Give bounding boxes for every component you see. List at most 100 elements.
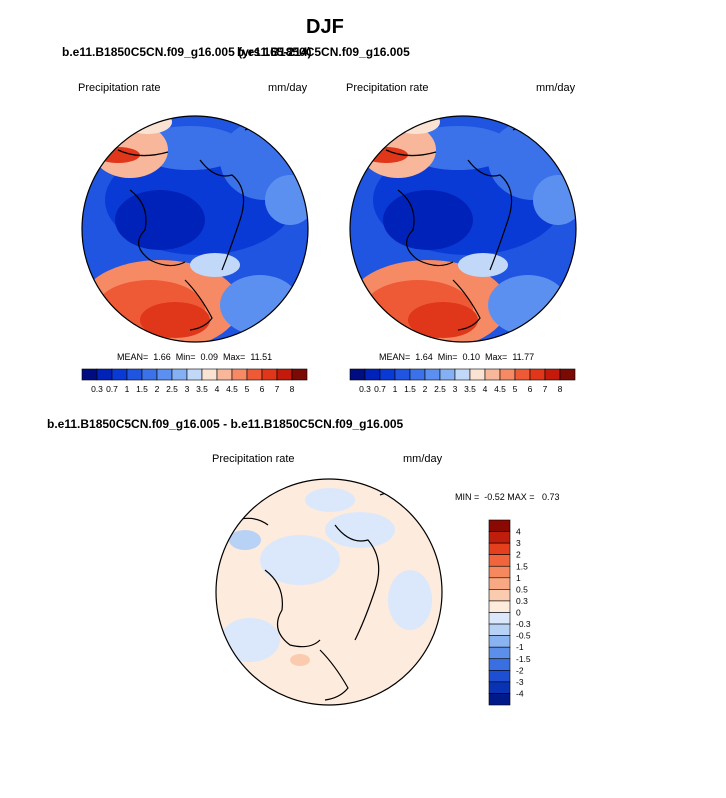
colorbar-box <box>488 589 511 602</box>
colorbar-box <box>216 368 233 381</box>
colorbar-tick-label: 0.3 <box>91 384 103 394</box>
colorbar-tick-label: 6 <box>260 384 265 394</box>
colorbar-box <box>379 368 396 381</box>
panel3-colorbar: 43 21.5 10.5 0.3 0-0.3 -0.5-1 -1.5-2 -3-4 <box>488 519 531 706</box>
colorbar-tick-label: 8 <box>558 384 563 394</box>
colorbar-box <box>488 693 511 706</box>
colorbar-box <box>488 670 511 683</box>
colorbar-box <box>514 368 531 381</box>
colorbar-box <box>529 368 546 381</box>
colorbar-tick-label: -1.5 <box>516 654 531 664</box>
colorbar-tick-label: 2.5 <box>166 384 178 394</box>
colorbar-box <box>488 542 511 555</box>
colorbar-box <box>171 368 188 381</box>
colorbar-tick-label: 2.5 <box>434 384 446 394</box>
colorbar-box <box>488 612 511 625</box>
colorbar-box <box>488 600 511 613</box>
panel1-stats: MEAN= 1.66 Min= 0.09 Max= 11.51 <box>117 352 273 362</box>
panel2-units-label: mm/day <box>536 82 576 94</box>
colorbar-tick-label: 0.5 <box>516 584 528 594</box>
colorbar-box <box>231 368 248 381</box>
colorbar-box <box>141 368 158 381</box>
colorbar-tick-label: -0.3 <box>516 619 531 629</box>
colorbar-tick-label: 0.7 <box>106 384 118 394</box>
colorbar-tick-label: 1.5 <box>516 561 528 571</box>
colorbar-tick-label: 7 <box>275 384 280 394</box>
colorbar-tick-label: 3 <box>453 384 458 394</box>
colorbar-box <box>424 368 441 381</box>
colorbar-tick-label: 1 <box>125 384 130 394</box>
colorbar-tick-label: 1 <box>393 384 398 394</box>
colorbar-tick-label: 6 <box>528 384 533 394</box>
colorbar-box <box>488 554 511 567</box>
panel1-units-label: mm/day <box>268 82 308 94</box>
colorbar-tick-label: 3 <box>185 384 190 394</box>
colorbar-box <box>364 368 381 381</box>
colorbar-tick-label: 5 <box>245 384 250 394</box>
colorbar-tick-label: 2 <box>155 384 160 394</box>
colorbar-box <box>484 368 501 381</box>
colorbar-tick-label: 0.3 <box>359 384 371 394</box>
colorbar-box <box>276 368 293 381</box>
colorbar-tick-label: 4 <box>516 527 521 537</box>
colorbar-box <box>488 519 511 532</box>
panel2-variable-label: Precipitation rate <box>346 82 429 94</box>
colorbar-tick-label: 4 <box>483 384 488 394</box>
panel1-map <box>81 115 309 343</box>
colorbar-tick-label: -0.5 <box>516 631 531 641</box>
colorbar-box <box>394 368 411 381</box>
colorbar-tick-label: -4 <box>516 688 524 698</box>
panel1-title: b.e11.B1850C5CN.f09_g16.005 (yrs 165-214… <box>62 45 312 59</box>
colorbar-box <box>291 368 308 381</box>
colorbar-box <box>126 368 143 381</box>
colorbar-box <box>488 681 511 694</box>
panel2-map <box>349 115 577 343</box>
panel2-colorbar: 0.3 0.7 1 1.5 2 2.5 3 3.5 4 4.5 5 6 7 8 <box>349 368 576 394</box>
colorbar-tick-label: 4.5 <box>494 384 506 394</box>
colorbar-box <box>439 368 456 381</box>
colorbar-box <box>488 577 511 590</box>
panel3-units-label: mm/day <box>403 453 443 465</box>
colorbar-tick-label: 0.3 <box>516 596 528 606</box>
colorbar-box <box>81 368 98 381</box>
page-title: DJF <box>306 16 344 38</box>
colorbar-tick-label: 4.5 <box>226 384 238 394</box>
colorbar-tick-label: 0 <box>516 608 521 618</box>
colorbar-box <box>469 368 486 381</box>
colorbar-box <box>559 368 576 381</box>
colorbar-box <box>488 531 511 544</box>
colorbar-tick-label: 2 <box>423 384 428 394</box>
panel3-title: b.e11.B1850C5CN.f09_g16.005 - b.e11.B185… <box>47 417 404 431</box>
colorbar-tick-label: 1 <box>516 573 521 583</box>
colorbar-box <box>201 368 218 381</box>
panel2-stats: MEAN= 1.64 Min= 0.10 Max= 11.77 <box>379 352 535 362</box>
colorbar-box <box>499 368 516 381</box>
colorbar-tick-label: 3.5 <box>464 384 476 394</box>
colorbar-box <box>544 368 561 381</box>
colorbar-tick-label: 5 <box>513 384 518 394</box>
colorbar-box <box>349 368 366 381</box>
colorbar-tick-label: 4 <box>215 384 220 394</box>
colorbar-box <box>409 368 426 381</box>
colorbar-box <box>488 646 511 660</box>
panel3-variable-label: Precipitation rate <box>212 453 295 465</box>
colorbar-tick-label: -3 <box>516 677 524 687</box>
colorbar-tick-label: -2 <box>516 665 524 675</box>
colorbar-box <box>186 368 203 381</box>
colorbar-tick-label: 3.5 <box>196 384 208 394</box>
colorbar-tick-label: 3 <box>516 538 521 548</box>
colorbar-box <box>96 368 113 381</box>
colorbar-tick-label: 7 <box>543 384 548 394</box>
colorbar-box <box>261 368 278 381</box>
colorbar-tick-label: 2 <box>516 550 521 560</box>
panel1-colorbar: 0.3 0.7 1 1.5 2 2.5 3 3.5 4 4.5 5 6 7 8 <box>81 368 308 394</box>
colorbar-tick-label: -1 <box>516 642 524 652</box>
colorbar-box <box>246 368 263 381</box>
colorbar-box <box>488 565 511 579</box>
colorbar-box <box>488 623 511 636</box>
panel2-title: b.e11.B1850C5CN.f09_g16.005 <box>237 45 410 59</box>
colorbar-box <box>156 368 173 381</box>
panel1-variable-label: Precipitation rate <box>78 82 161 94</box>
colorbar-box <box>111 368 128 381</box>
